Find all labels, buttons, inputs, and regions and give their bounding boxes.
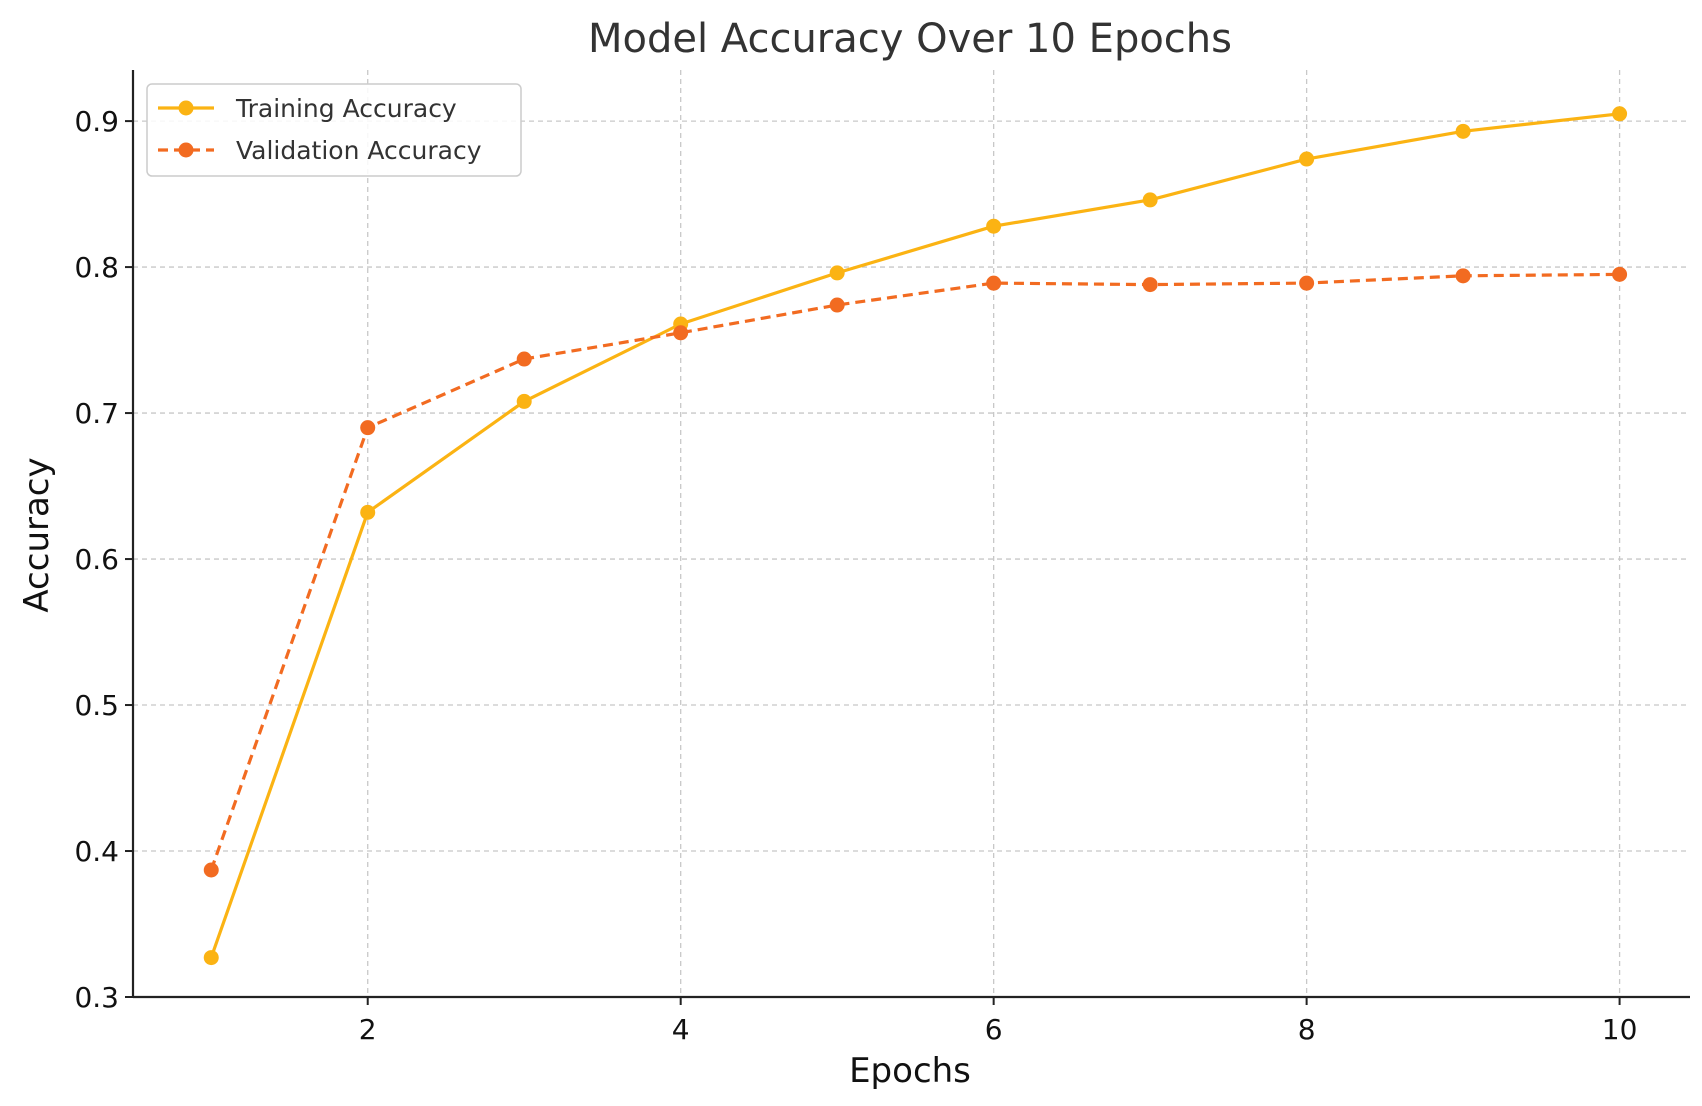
series-line-validation <box>209 272 1620 871</box>
data-point-validation <box>516 351 532 367</box>
data-point-validation <box>1455 268 1471 284</box>
legend-box <box>146 83 522 177</box>
x-tick-label: 8 <box>1298 1013 1316 1046</box>
grid <box>133 70 1690 998</box>
chart-title: Model Accuracy Over 10 Epochs <box>588 16 1232 62</box>
legend-label-training: Training Accuracy <box>235 94 457 123</box>
legend-marker-training <box>178 100 194 116</box>
data-point-validation <box>1142 277 1158 293</box>
y-tick-label: 0.8 <box>74 251 119 284</box>
y-tick-label: 0.9 <box>74 105 119 138</box>
data-point-training <box>1612 106 1628 122</box>
data-point-validation <box>986 275 1002 291</box>
y-axis-label: Accuracy <box>17 457 57 612</box>
data-point-validation <box>360 420 376 436</box>
data-point-training <box>360 504 376 520</box>
y-tick-label: 0.6 <box>74 543 119 576</box>
y-tick-label: 0.4 <box>74 835 119 868</box>
series-line-training <box>209 112 1620 959</box>
data-point-training <box>1299 151 1315 167</box>
legend: Training Accuracy Validation Accuracy <box>146 83 522 177</box>
axes <box>131 70 1690 999</box>
x-tick-label: 4 <box>672 1013 690 1046</box>
series <box>203 106 1628 966</box>
ticks: 2 4 6 8 10 0.3 0.4 0.5 0.6 0.7 0.8 0.9 <box>74 105 1637 1046</box>
data-point-training <box>516 393 532 409</box>
x-tick-label: 10 <box>1602 1013 1638 1046</box>
data-point-training <box>829 265 845 281</box>
data-point-training <box>1142 192 1158 208</box>
x-tick-label: 2 <box>359 1013 377 1046</box>
data-point-validation <box>829 297 845 313</box>
data-point-validation <box>203 862 219 878</box>
data-point-validation <box>1299 275 1315 291</box>
y-tick-label: 0.3 <box>74 981 119 1014</box>
x-axis-label: Epochs <box>849 1051 971 1091</box>
x-tick-label: 6 <box>985 1013 1003 1046</box>
legend-marker-validation <box>178 142 194 158</box>
series-training <box>203 106 1628 966</box>
data-point-training <box>203 950 219 966</box>
y-tick-label: 0.7 <box>74 397 119 430</box>
data-point-validation <box>1612 266 1628 282</box>
legend-label-validation: Validation Accuracy <box>236 136 482 165</box>
data-point-training <box>986 218 1002 234</box>
y-tick-label: 0.5 <box>74 689 119 722</box>
series-validation <box>203 266 1628 878</box>
data-point-training <box>1455 123 1471 139</box>
data-point-validation <box>673 325 689 341</box>
